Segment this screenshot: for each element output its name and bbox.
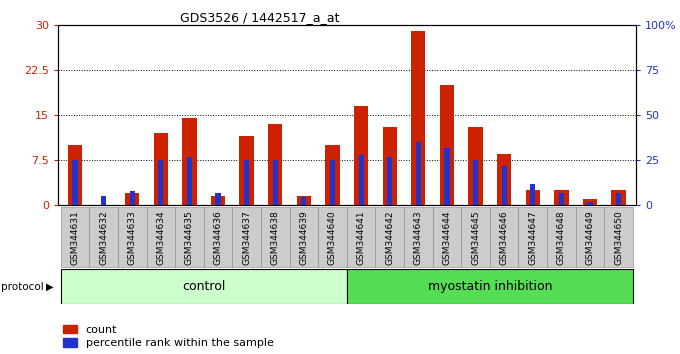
Text: GSM344641: GSM344641 bbox=[356, 210, 366, 265]
Bar bbox=[415, 142, 421, 205]
Bar bbox=[233, 207, 261, 267]
Text: ▶: ▶ bbox=[46, 282, 53, 292]
Bar bbox=[554, 190, 568, 205]
Bar bbox=[605, 207, 633, 267]
Bar bbox=[61, 269, 347, 304]
Bar bbox=[518, 207, 547, 267]
Text: GSM344635: GSM344635 bbox=[185, 210, 194, 265]
Bar bbox=[473, 160, 478, 205]
Bar bbox=[101, 196, 106, 205]
Text: GSM344649: GSM344649 bbox=[585, 210, 594, 265]
Bar bbox=[61, 207, 89, 267]
Bar bbox=[547, 207, 576, 267]
Bar bbox=[354, 106, 369, 205]
Bar bbox=[383, 127, 397, 205]
Bar bbox=[146, 207, 175, 267]
Bar bbox=[72, 160, 78, 205]
Bar bbox=[158, 160, 163, 205]
Bar bbox=[611, 190, 626, 205]
Text: protocol: protocol bbox=[1, 282, 44, 292]
Text: GSM344640: GSM344640 bbox=[328, 210, 337, 265]
Bar bbox=[318, 207, 347, 267]
Bar bbox=[187, 156, 192, 205]
Bar bbox=[130, 191, 135, 205]
Bar bbox=[440, 85, 454, 205]
Bar bbox=[387, 156, 392, 205]
Bar bbox=[68, 145, 82, 205]
Bar bbox=[330, 160, 335, 205]
Bar bbox=[616, 193, 622, 205]
Bar bbox=[432, 207, 461, 267]
Text: GSM344636: GSM344636 bbox=[214, 210, 222, 265]
Bar bbox=[497, 154, 511, 205]
Text: GSM344634: GSM344634 bbox=[156, 210, 165, 265]
Bar bbox=[290, 207, 318, 267]
Bar bbox=[301, 197, 307, 205]
Text: GSM344644: GSM344644 bbox=[443, 210, 452, 264]
Bar bbox=[239, 136, 254, 205]
Text: control: control bbox=[182, 280, 225, 293]
Text: GDS3526 / 1442517_a_at: GDS3526 / 1442517_a_at bbox=[180, 11, 340, 24]
Bar bbox=[211, 196, 225, 205]
Text: GSM344632: GSM344632 bbox=[99, 210, 108, 265]
Text: GSM344650: GSM344650 bbox=[614, 210, 623, 265]
Bar bbox=[347, 207, 375, 267]
Text: GSM344643: GSM344643 bbox=[414, 210, 423, 265]
Bar bbox=[216, 193, 220, 205]
Bar bbox=[576, 207, 605, 267]
Bar bbox=[89, 207, 118, 267]
Bar bbox=[358, 155, 364, 205]
Bar bbox=[325, 145, 339, 205]
Bar bbox=[502, 166, 507, 205]
Bar bbox=[244, 160, 250, 205]
Bar bbox=[118, 207, 146, 267]
Legend: count, percentile rank within the sample: count, percentile rank within the sample bbox=[63, 325, 273, 348]
Bar bbox=[444, 148, 449, 205]
Bar bbox=[273, 160, 278, 205]
Text: GSM344638: GSM344638 bbox=[271, 210, 279, 265]
Text: GSM344642: GSM344642 bbox=[386, 210, 394, 264]
Bar bbox=[588, 202, 592, 205]
Bar bbox=[125, 193, 139, 205]
Text: GSM344648: GSM344648 bbox=[557, 210, 566, 265]
Text: GSM344639: GSM344639 bbox=[299, 210, 308, 265]
Text: myostatin inhibition: myostatin inhibition bbox=[428, 280, 552, 293]
Bar bbox=[268, 124, 282, 205]
Text: GSM344647: GSM344647 bbox=[528, 210, 537, 265]
Bar bbox=[175, 207, 204, 267]
Bar bbox=[583, 199, 597, 205]
Text: GSM344645: GSM344645 bbox=[471, 210, 480, 265]
Bar bbox=[411, 31, 426, 205]
Bar bbox=[530, 184, 535, 205]
Text: GSM344633: GSM344633 bbox=[128, 210, 137, 265]
Bar bbox=[404, 207, 432, 267]
Bar bbox=[154, 133, 168, 205]
Bar bbox=[296, 196, 311, 205]
Text: GSM344631: GSM344631 bbox=[71, 210, 80, 265]
Bar bbox=[559, 193, 564, 205]
Bar bbox=[204, 207, 233, 267]
Bar bbox=[469, 127, 483, 205]
Bar bbox=[347, 269, 633, 304]
Bar bbox=[182, 118, 197, 205]
Bar bbox=[526, 190, 540, 205]
Bar bbox=[375, 207, 404, 267]
Bar bbox=[490, 207, 518, 267]
Bar bbox=[261, 207, 290, 267]
Text: GSM344637: GSM344637 bbox=[242, 210, 251, 265]
Bar bbox=[461, 207, 490, 267]
Text: GSM344646: GSM344646 bbox=[500, 210, 509, 265]
